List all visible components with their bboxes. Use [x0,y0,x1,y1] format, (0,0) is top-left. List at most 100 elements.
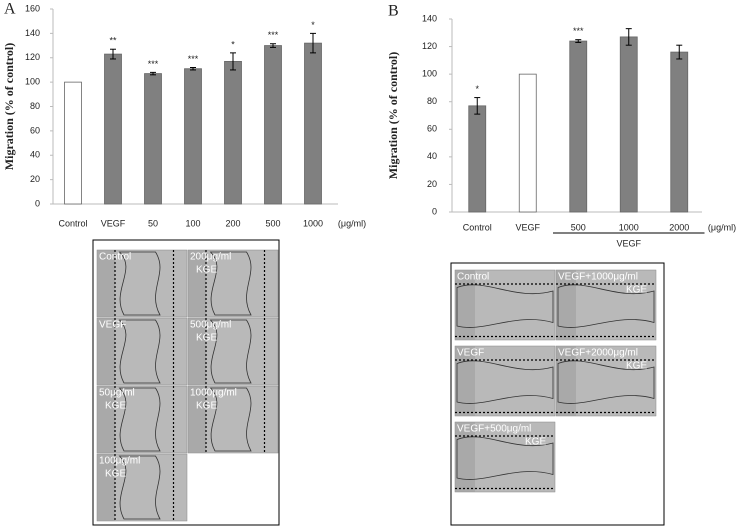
y-tick-label: 100 [422,69,437,79]
cell-label: Control [99,252,131,263]
wound-outline [456,284,554,328]
bar [619,36,638,213]
y-tick-label: 40 [30,150,40,160]
micrograph-shade [188,250,206,317]
y-tick-label: 60 [30,125,40,135]
y-tick-label: 140 [422,13,437,23]
error-bar [190,67,196,71]
wound-outline [456,360,554,404]
error-bar [474,97,481,115]
cell-label: 100μg/ml [99,456,140,467]
image-frame [92,239,280,526]
y-tick-label: 40 [427,151,437,161]
cell-label: VEGF [457,348,484,359]
bar [64,81,82,205]
y-tick-label: 0 [35,198,40,208]
bar [304,42,322,205]
micrograph: 1000μg/ml KGE [187,385,279,454]
micrograph: 500μg/ml KGE [187,317,279,386]
cell-label: KGE [196,333,217,344]
wound-outline [456,436,554,480]
bar [264,45,282,205]
micrograph-shade [97,386,115,453]
wound-outline [118,387,161,452]
y-tick-label: 140 [25,28,40,38]
error-bar [110,48,116,60]
wound-outline [118,455,161,520]
cell-label: 50μg/ml [99,388,135,399]
bar [468,105,487,213]
significance: *** [148,59,159,69]
y-tick-label: 0 [432,206,437,216]
wound-outline [557,284,655,328]
micrograph: 100μg/ml KGE [96,453,188,522]
y-axis-label: Migration (% of control) [386,52,400,179]
x-tick-label: VEGF [515,222,540,232]
micrograph: 50μg/ml KGE [96,385,188,454]
y-tick-label: 80 [30,101,40,111]
group-label: VEGF [616,238,641,248]
y-tick-label: 100 [25,77,40,87]
error-bar [150,71,156,76]
cell-label: VEGF+500μg/ml [457,424,531,435]
cell-label: KGE [626,285,647,296]
bar [224,61,242,205]
y-tick-label: 60 [427,124,437,134]
significance: ** [109,36,117,46]
micrograph-shade [455,270,475,340]
error-bar [676,44,683,60]
y-tick-label: 120 [422,41,437,51]
x-tick-label: 200 [225,218,240,228]
x-tick-label: 50 [148,218,158,228]
x-tick-label: 1000 [619,222,639,232]
error-bar [575,39,582,43]
micrograph-shade [97,250,115,317]
bar [670,51,689,213]
wound-outline [209,319,252,384]
x-tick-label: 2000 [669,222,689,232]
micrograph: VEGF [454,345,556,417]
wound-outline [118,319,161,384]
wound-outline [209,387,252,452]
cell-label: VEGF+2000μg/ml [558,348,638,359]
x-tick-label: 1000 [303,218,323,228]
cell-label: KGE [105,469,126,480]
significance: *** [573,26,584,36]
y-tick-label: 120 [25,52,40,62]
wound-outline [209,251,252,316]
significance: *** [268,30,279,40]
wound-outline [118,251,161,316]
error-bar [625,28,632,46]
significance: * [475,84,479,94]
significance: * [231,39,235,49]
y-tick-label: 160 [25,3,40,13]
bar [104,53,122,205]
micrograph-shade [188,386,206,453]
cell-label: 200μg/ml [190,252,231,263]
panel-label: A [4,1,16,18]
micrograph: VEGF+500μg/ml KGE [454,421,556,493]
wound-outline [557,360,655,404]
cell-label: 500μg/ml [190,320,231,331]
cell-label: KGE [196,401,217,412]
micrograph-shade [556,346,576,416]
unit-label: (μg/ml) [338,218,366,228]
x-tick-label: 500 [571,222,586,232]
significance: * [311,20,315,30]
image-frame [450,262,665,526]
x-tick-label: Control [463,222,492,232]
bar [144,73,162,205]
cell-label: KGE [196,265,217,276]
y-tick-label: 20 [427,179,437,189]
x-tick-label: Control [58,218,87,228]
micrograph-shade [455,422,475,492]
x-tick-label: 500 [265,218,280,228]
cell-label: VEGF+1000μg/ml [558,272,638,283]
y-tick-label: 80 [427,96,437,106]
cell-label: VEGF [99,320,126,331]
cell-label: KGE [105,401,126,412]
bar [184,68,202,205]
x-tick-label: 100 [185,218,200,228]
micrograph: 200μg/ml KGE [187,249,279,318]
